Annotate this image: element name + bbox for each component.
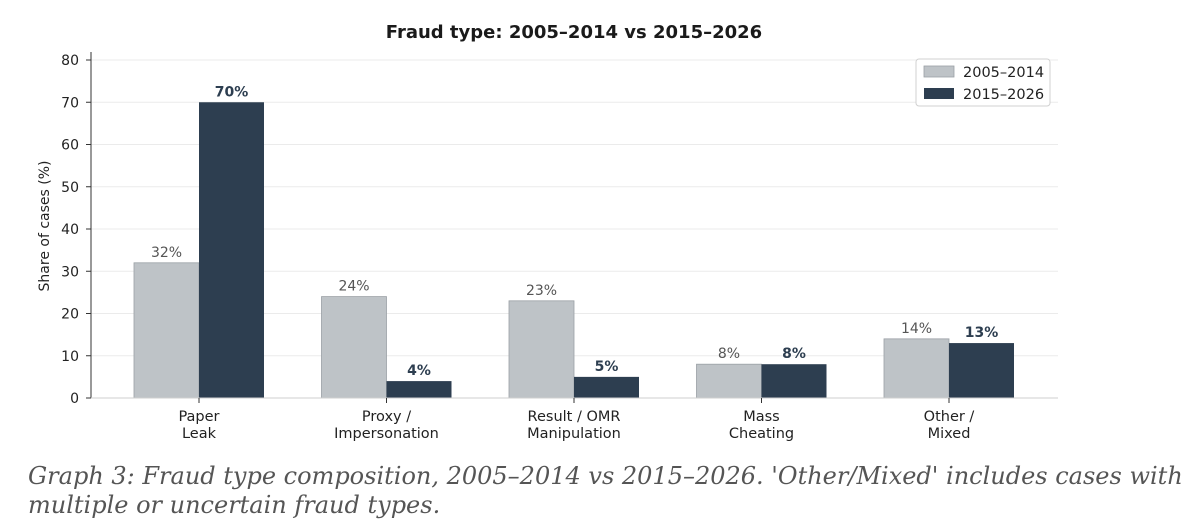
chart-title: Fraud type: 2005–2014 vs 2015–2026 xyxy=(386,22,762,43)
y-tick-label: 40 xyxy=(61,222,79,238)
y-tick-label: 30 xyxy=(61,264,79,280)
value-label-2015-2026: 4% xyxy=(407,363,431,379)
legend-label-2005-2014: 2005–2014 xyxy=(963,65,1044,81)
value-label-2005-2014: 24% xyxy=(338,279,369,295)
y-tick-label: 60 xyxy=(61,138,79,154)
bar-2015-2026 xyxy=(761,364,827,398)
y-axis-label: Share of cases (%) xyxy=(37,161,53,292)
value-label-2015-2026: 13% xyxy=(965,325,999,341)
bar-2015-2026 xyxy=(386,381,452,398)
y-tick-label: 10 xyxy=(61,349,79,365)
x-tick-label: Proxy / xyxy=(362,409,411,425)
bar-2005-2014 xyxy=(696,363,762,399)
value-label-2015-2026: 70% xyxy=(215,84,249,100)
value-label-2005-2014: 32% xyxy=(151,245,182,261)
y-tick-label: 80 xyxy=(61,53,79,69)
y-tick-label: 20 xyxy=(61,307,79,323)
x-tick-label: Impersonation xyxy=(334,426,439,442)
figure-caption: Graph 3: Fraud type composition, 2005–20… xyxy=(28,462,1183,519)
bar-value-labels: 32% 70% 24% 4% 23% 5% 8% 8% 14% 13% xyxy=(151,84,998,379)
value-label-2005-2014: 8% xyxy=(718,346,740,362)
x-tick-label: Mass xyxy=(743,409,780,425)
x-tick-label: Cheating xyxy=(729,426,794,442)
legend-label-2015-2026: 2015–2026 xyxy=(963,87,1044,103)
x-tick-label: Other / xyxy=(924,409,975,425)
legend: 2005–2014 2015–2026 xyxy=(915,58,1051,107)
value-label-2015-2026: 8% xyxy=(782,346,806,362)
bars xyxy=(133,102,1014,399)
bar-2005-2014 xyxy=(321,296,387,399)
x-tick-label: Manipulation xyxy=(527,426,621,442)
value-label-2005-2014: 23% xyxy=(526,283,557,299)
bar-2015-2026 xyxy=(574,376,639,398)
value-label-2005-2014: 14% xyxy=(901,321,932,337)
x-tick-label: Mixed xyxy=(928,426,971,442)
bar-2005-2014 xyxy=(133,262,200,399)
y-tick-label: 50 xyxy=(61,180,79,196)
x-tick-label: Leak xyxy=(182,426,217,442)
legend-swatch-2015-2026 xyxy=(924,88,954,99)
x-tick-label: Paper xyxy=(178,409,219,425)
bar-2005-2014 xyxy=(883,338,950,399)
bar-2015-2026 xyxy=(949,343,1014,398)
bar-2005-2014 xyxy=(508,300,575,399)
value-label-2015-2026: 5% xyxy=(595,359,619,375)
bar-2015-2026 xyxy=(199,102,264,398)
x-tick-label: Result / OMR xyxy=(528,409,621,425)
y-tick-label: 70 xyxy=(61,95,79,111)
legend-swatch-2005-2014 xyxy=(923,65,955,78)
y-tick-label: 0 xyxy=(70,391,79,407)
fraud-type-bar-chart: Fraud type: 2005–2014 vs 2015–2026 0 10 20… xyxy=(37,22,1058,442)
